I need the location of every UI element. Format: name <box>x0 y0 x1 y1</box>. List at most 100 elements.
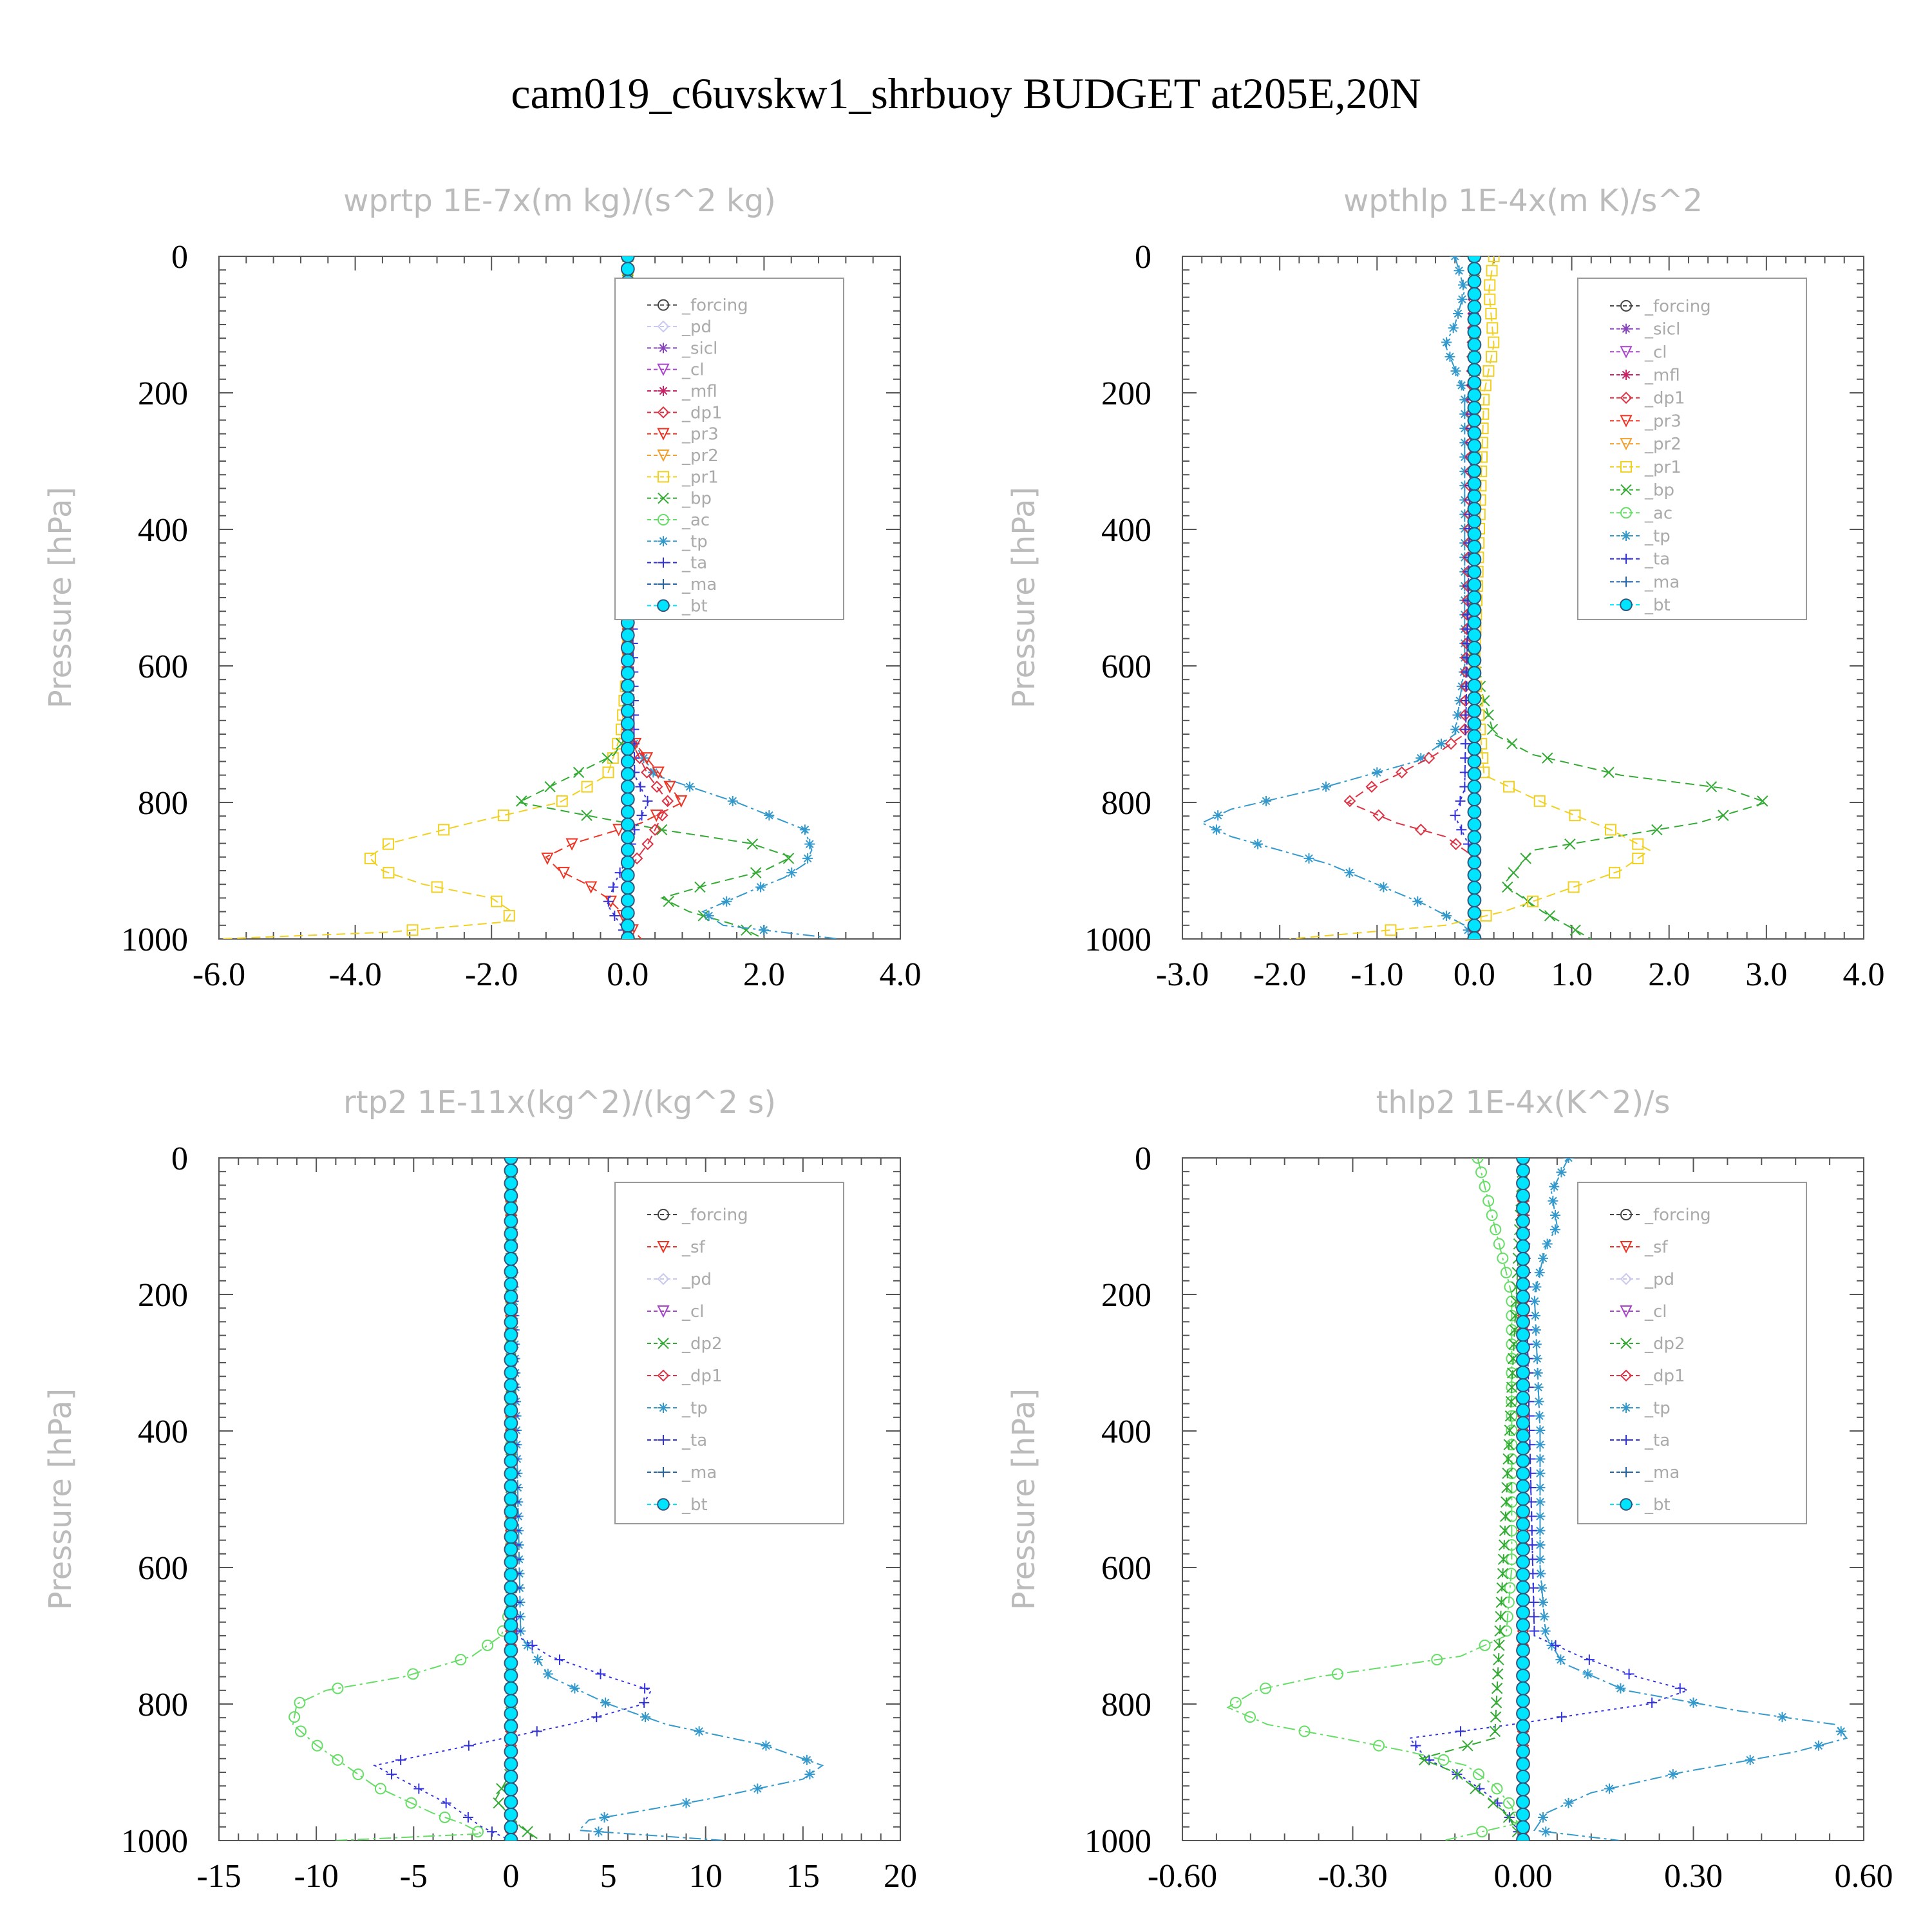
data-point <box>620 931 635 939</box>
data-point <box>1467 855 1482 870</box>
legend-label: _tp <box>681 1399 708 1418</box>
data-point <box>1444 351 1455 362</box>
data-point <box>1516 1390 1530 1405</box>
data-point <box>1535 1439 1546 1450</box>
data-point <box>1506 1367 1519 1379</box>
data-point <box>1516 1289 1530 1304</box>
data-point <box>1459 408 1470 419</box>
data-point <box>374 1783 386 1795</box>
data-point <box>504 1580 518 1595</box>
data-point <box>1516 1378 1530 1392</box>
data-point <box>581 781 593 793</box>
panel-title: wprtp 1E-7x(m kg)/(s^2 kg) <box>343 183 776 219</box>
data-point <box>1461 724 1471 735</box>
legend-entry_forcing: _forcing <box>647 1206 748 1225</box>
data-point <box>1450 366 1461 377</box>
data-point <box>1609 867 1621 879</box>
data-point <box>1745 1754 1756 1765</box>
legend-label: _bt <box>1644 596 1671 615</box>
data-point <box>1542 752 1553 764</box>
data-point <box>1489 1725 1501 1738</box>
data-point <box>620 691 635 706</box>
data-point <box>1506 1338 1518 1350</box>
x-tick-label: 0.00 <box>1494 1858 1553 1895</box>
data-point <box>504 1517 518 1531</box>
legend-marker <box>658 1209 669 1220</box>
data-point <box>1459 723 1471 735</box>
y-tick-label: 1000 <box>121 922 188 958</box>
legend-marker <box>658 1467 668 1477</box>
data-point <box>1410 1740 1421 1751</box>
data-point <box>1452 710 1463 721</box>
legend-entry_mfl: _mfl <box>647 382 717 401</box>
data-point <box>1467 615 1482 630</box>
data-point <box>1535 1540 1546 1551</box>
data-point <box>1530 1325 1541 1336</box>
data-point <box>482 1639 494 1651</box>
data-point <box>1516 1833 1530 1841</box>
data-point <box>782 853 795 864</box>
data-point <box>1605 824 1617 836</box>
data-point <box>504 1719 518 1734</box>
data-point <box>1506 1439 1518 1451</box>
data-point <box>1533 1382 1544 1393</box>
data-point <box>639 1683 650 1694</box>
y-tick-label: 200 <box>138 1277 188 1314</box>
data-point <box>1516 1492 1530 1506</box>
legend-marker <box>1620 484 1632 496</box>
data-point <box>1516 1820 1530 1835</box>
data-point <box>1516 1706 1530 1721</box>
data-point <box>1506 1396 1518 1408</box>
data-point <box>504 1681 518 1696</box>
data-point <box>1516 1466 1530 1481</box>
data-point <box>1569 924 1581 936</box>
series_tp <box>1200 256 1475 939</box>
data-point <box>1229 1696 1242 1709</box>
data-point <box>1813 1740 1824 1751</box>
data-point <box>1244 1711 1256 1723</box>
data-point <box>1378 882 1389 893</box>
data-point <box>681 1797 692 1808</box>
y-tick-label: 1000 <box>1084 1823 1151 1860</box>
legend-marker <box>1621 1435 1631 1445</box>
data-point <box>675 795 688 808</box>
legend-label: _dp2 <box>1644 1334 1685 1354</box>
data-point <box>804 838 815 849</box>
data-point <box>504 1593 518 1607</box>
data-point <box>1516 1631 1530 1645</box>
data-point <box>1516 1694 1530 1709</box>
y-tick-label: 800 <box>138 1687 188 1723</box>
data-point <box>504 1769 518 1784</box>
data-point <box>1467 552 1482 567</box>
data-point <box>703 910 714 921</box>
data-point <box>1455 1726 1466 1737</box>
data-point <box>636 810 647 821</box>
data-point <box>1530 1310 1540 1321</box>
data-point <box>1298 1725 1311 1738</box>
panel-3: rtp2 1E-11x(kg^2)/(kg^2 s) Pressure [hPa]… <box>43 1084 917 1895</box>
data-point <box>1385 924 1397 936</box>
data-point <box>608 882 619 893</box>
data-point <box>642 795 653 806</box>
data-point <box>1632 838 1644 850</box>
series_tp <box>1530 1158 1848 1841</box>
data-point <box>1454 265 1464 276</box>
data-point <box>504 1226 518 1241</box>
data-point <box>595 1669 606 1680</box>
data-point <box>1506 1324 1518 1336</box>
data-point <box>1506 1381 1518 1393</box>
data-point <box>758 925 769 936</box>
legend-marker <box>1620 438 1633 451</box>
legend-entry_pr2: _pr2 <box>1610 435 1681 454</box>
data-point <box>1563 1797 1574 1808</box>
legend-label: _bp <box>1644 481 1674 500</box>
legend-entry_forcing: _forcing <box>1610 297 1711 316</box>
data-point <box>1537 1597 1548 1608</box>
legend-label: _pr3 <box>1644 412 1681 431</box>
data-point <box>504 1807 518 1822</box>
legend-label: _dp2 <box>681 1334 723 1354</box>
panel-title: thlp2 1E-4x(K^2)/s <box>1376 1084 1671 1121</box>
data-point <box>289 1711 301 1723</box>
data-point <box>612 737 624 750</box>
legend-label: _sicl <box>681 339 717 358</box>
